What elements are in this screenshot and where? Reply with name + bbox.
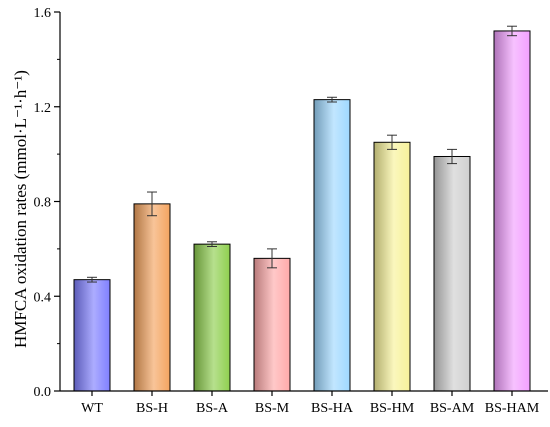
- bar-bs-hm: [373, 141, 411, 392]
- error-bar-bs-a: [207, 241, 217, 248]
- bar-bs-am: [433, 155, 471, 392]
- x-tick-label: BS-HAM: [485, 401, 540, 416]
- bars-group: [73, 30, 531, 392]
- error-bar-bs-ha: [327, 96, 337, 103]
- x-tick-label: BS-HA: [311, 401, 354, 416]
- y-tick-label: 0.4: [34, 290, 52, 305]
- error-bar-bs-h: [147, 191, 157, 217]
- x-tick-label: BS-A: [196, 401, 229, 416]
- y-tick-label: 1.6: [34, 6, 52, 21]
- error-bars-group: [87, 25, 517, 283]
- x-tick-label: BS-M: [255, 401, 290, 416]
- error-bar-bs-m: [267, 248, 277, 269]
- bar-bs-m: [253, 257, 291, 392]
- y-tick-label: 1.2: [34, 101, 52, 116]
- x-tick-labels-group: WT BS-H BS-A BS-M BS-HA BS-HM BS-AM BS-HAM: [81, 391, 540, 416]
- axes-group: [59, 12, 548, 392]
- x-tick-label: BS-AM: [430, 401, 475, 416]
- bar-bs-a: [193, 243, 231, 392]
- y-tick-label: 0.8: [34, 196, 52, 211]
- y-ticks-group: 0.0 0.4 0.8 1.2 1.6: [34, 6, 60, 400]
- y-axis-title: HMFCA oxidation rates (mmol·L⁻¹·h⁻¹): [11, 70, 30, 348]
- bar-bs-ha: [313, 99, 351, 392]
- error-bar-wt: [87, 276, 97, 283]
- x-tick-label: BS-HM: [370, 401, 415, 416]
- error-bar-bs-am: [447, 148, 457, 165]
- bar-bs-h: [133, 203, 171, 392]
- error-bar-bs-ham: [507, 25, 517, 37]
- y-tick-label: 0.0: [34, 385, 52, 400]
- bar-bs-ham: [493, 30, 531, 392]
- x-tick-label: BS-H: [136, 401, 168, 416]
- x-tick-label: WT: [81, 401, 103, 416]
- error-bar-bs-hm: [387, 134, 397, 150]
- bar-wt: [73, 279, 111, 392]
